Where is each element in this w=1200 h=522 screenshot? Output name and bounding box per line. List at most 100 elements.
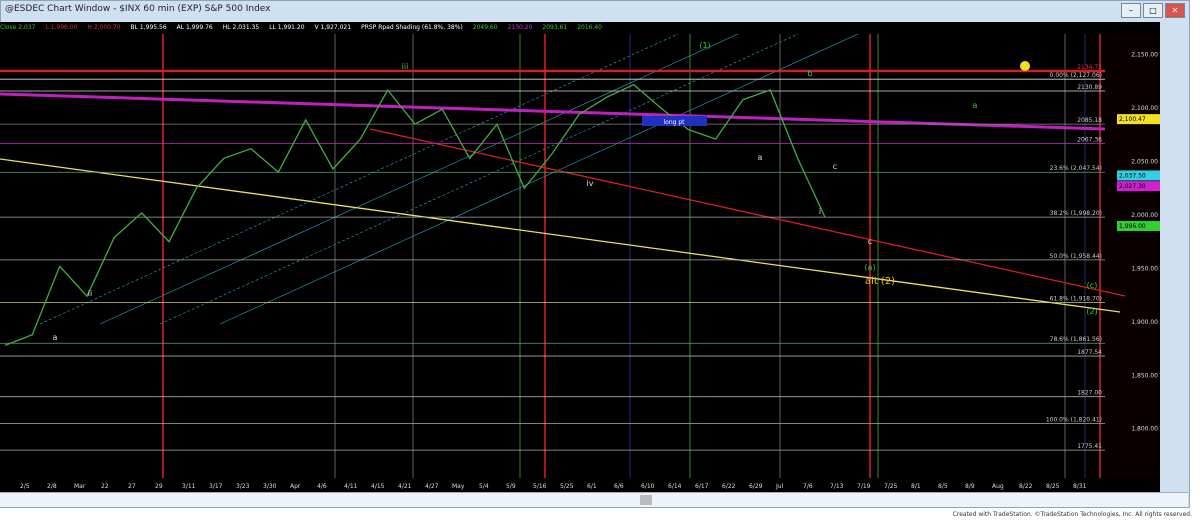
status-value: Close 2,037 (0, 24, 36, 31)
price-tag-label: 2,037.50 (1119, 172, 1146, 179)
status-value: 2049.60 (472, 24, 498, 31)
x-tick-label: 6/10 (641, 483, 655, 490)
channel-line (39, 34, 679, 325)
wave-label: (a) (864, 263, 875, 272)
x-tick-label: 8/31 (1073, 483, 1087, 490)
x-tick-label: 8/22 (1019, 483, 1033, 490)
price-tag (1117, 220, 1160, 231)
x-tick-label: 6/29 (749, 483, 763, 490)
close-button[interactable]: ✕ (1165, 3, 1185, 18)
wave-label: iii (402, 62, 409, 71)
x-tick-label: 4/21 (398, 483, 412, 490)
x-tick-label: 8/9 (965, 483, 975, 490)
y-tick-label: 1,850.00 (1131, 372, 1158, 379)
horizontal-scrollbar[interactable] (0, 492, 1188, 507)
x-tick-label: 8/5 (938, 483, 948, 490)
status-line: Close 2,037 L 1,996.00 H 2,000.70 BL 1,995.… (0, 22, 1160, 34)
status-value: V 1,927,021 (314, 24, 352, 31)
x-tick-label: 3/11 (182, 483, 196, 490)
channel-line (159, 34, 799, 325)
x-tick-label: 6/6 (614, 483, 624, 490)
x-tick-label: 2/8 (47, 483, 57, 490)
status-value: AL 1,999.76 (176, 24, 213, 31)
channel-line (99, 34, 739, 325)
wave-label: b (807, 69, 812, 78)
price-level-label: 78.6% (1,861.56) (1050, 336, 1102, 343)
yellow-trendline (0, 158, 1121, 313)
wave-label: i (819, 207, 821, 216)
wave-label: ii (88, 289, 92, 298)
price-level-label: 1877.54 (1077, 349, 1102, 356)
window-title: @ESDEC Chart Window - $INX 60 min (EXP) … (5, 4, 271, 14)
status-value: BL 1,995.56 (130, 24, 167, 31)
price-level-label: 23.6% (2,047.54) (1050, 165, 1102, 172)
chart-background (0, 34, 1160, 492)
x-tick-label: 2/5 (20, 483, 30, 490)
x-tick-label: 6/14 (668, 483, 682, 490)
x-tick-label: 4/11 (344, 483, 358, 490)
x-tick-label: 5/25 (560, 483, 574, 490)
x-tick-label: 27 (128, 483, 136, 490)
x-tick-label: 3/23 (236, 483, 250, 490)
status-value: H 2,000.70 (87, 24, 121, 31)
scrollbar-thumb[interactable] (640, 495, 652, 505)
status-value: PRSP Rpad Shading (61.8%, 38%) (361, 24, 463, 31)
maximize-button[interactable]: □ (1143, 3, 1163, 18)
wave-label: iv (587, 179, 594, 188)
y-tick-label: 2,150.00 (1131, 52, 1158, 59)
price-axis-panel (1105, 34, 1160, 478)
red-trendline (369, 128, 1126, 297)
y-tick-label: 1,900.00 (1131, 319, 1158, 326)
x-tick-label: 7/13 (830, 483, 844, 490)
y-tick-label: 1,800.00 (1131, 426, 1158, 433)
minimize-button[interactable]: – (1121, 3, 1141, 18)
y-tick-label: 2,050.00 (1131, 159, 1158, 166)
x-tick-label: 4/6 (317, 483, 327, 490)
x-tick-label: 8/1 (911, 483, 921, 490)
price-tag (1117, 181, 1160, 192)
wave-label: (c) (1087, 281, 1098, 290)
price-series-line (4, 83, 826, 347)
status-value: 2093.61 (542, 24, 568, 31)
price-level-label: 50.0% (1,958.44) (1050, 253, 1102, 260)
wave-label: alt (2) (865, 276, 895, 287)
price-level-label: 2067.36 (1077, 136, 1102, 143)
price-level-label: 2085.18 (1077, 117, 1102, 124)
price-level-label: 100.0% (1,820.41) (1046, 416, 1102, 423)
price-level-label: 1827.00 (1077, 390, 1102, 397)
wave-label: (1) (699, 41, 710, 50)
x-tick-label: 5/4 (479, 483, 489, 490)
price-level-label: 0.00% (2,127.06) (1050, 72, 1102, 79)
y-tick-label: 2,000.00 (1131, 212, 1158, 219)
x-tick-label: 4/15 (371, 483, 385, 490)
x-tick-label: 29 (155, 483, 163, 490)
status-value: L 1,996.00 (45, 24, 78, 31)
status-value: LL 1,991.20 (269, 24, 305, 31)
price-level-label: 38.2% (1,998.20) (1050, 210, 1102, 217)
price-tag-label: 2,100.47 (1119, 116, 1146, 123)
x-tick-label: Mar (74, 483, 86, 490)
x-tick-label: 4/27 (425, 483, 439, 490)
status-value: HL 2,031.35 (222, 24, 260, 31)
magenta-trendline (0, 92, 1106, 131)
x-tick-label: 6/22 (722, 483, 736, 490)
price-tag (1117, 114, 1160, 125)
x-tick-label: 7/19 (857, 483, 871, 490)
price-tag-label: 1,996.00 (1119, 223, 1146, 230)
x-tick-label: 6/17 (695, 483, 709, 490)
x-tick-label: 8/25 (1046, 483, 1060, 490)
x-tick-label: 5/16 (533, 483, 547, 490)
price-tag-label: 2,027.30 (1119, 183, 1146, 190)
x-tick-label: 22 (101, 483, 109, 490)
status-value: 2016.40 (577, 24, 602, 31)
wave-label: a (758, 153, 763, 162)
price-chart[interactable]: 2134.720.00% (2,127.06) 2130.89 2085.18 206… (0, 34, 1160, 492)
x-tick-label: May (452, 483, 465, 490)
price-level-label: 2130.89 (1077, 84, 1102, 91)
annotation-box (642, 116, 707, 126)
x-tick-label: Jul (775, 483, 784, 490)
footer-credit: Created with TradeStation. ©TradeStation… (952, 511, 1192, 518)
wave-label: c (833, 162, 837, 171)
x-tick-label: Apr (290, 483, 301, 490)
x-tick-label: 5/9 (506, 483, 516, 490)
